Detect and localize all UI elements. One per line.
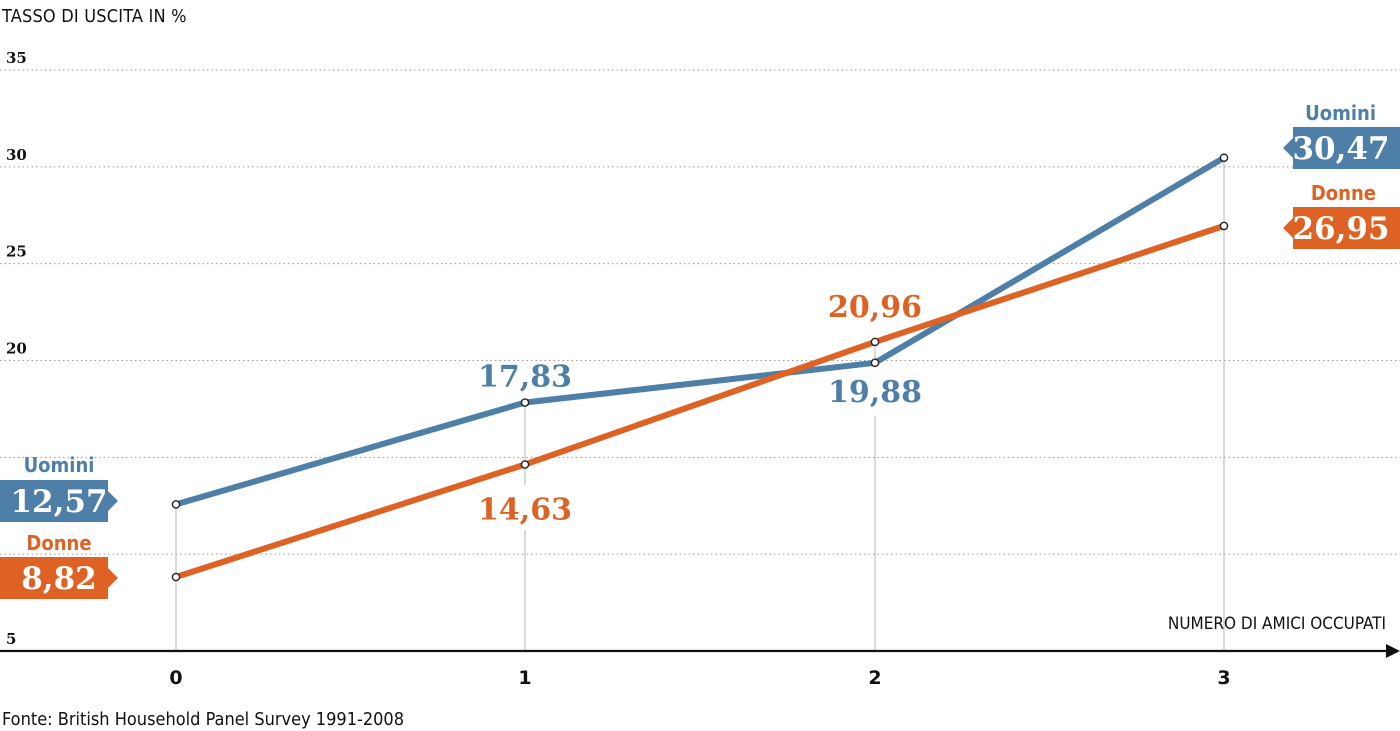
x-tick-label: 0 xyxy=(169,667,182,689)
data-point xyxy=(171,500,181,509)
callout-donne-right: 26,95 Donne xyxy=(1283,181,1400,249)
source-note: Fonte: British Household Panel Survey 19… xyxy=(2,709,404,730)
callout-box xyxy=(0,480,118,522)
callout-box xyxy=(0,557,118,599)
series-lines xyxy=(173,154,1227,581)
callout-value: 30,47 xyxy=(1292,131,1389,167)
data-point xyxy=(520,460,530,469)
data-label: 20,96 xyxy=(828,290,922,325)
data-label: 14,63 xyxy=(478,492,572,527)
series-name-label: Donne xyxy=(1311,181,1376,205)
data-point xyxy=(870,358,880,368)
x-tick-label: 3 xyxy=(1217,667,1230,689)
tick-labels: 35 30 25 20 5 0 1 2 3 xyxy=(6,49,1231,689)
y-tick-label: 25 xyxy=(6,243,27,261)
series-markers xyxy=(171,153,1229,582)
series-name-label: Uomini xyxy=(1305,101,1376,125)
data-point xyxy=(520,398,530,407)
y-axis-title: TASSO DI USCITA IN % xyxy=(1,6,187,27)
data-point xyxy=(1219,153,1229,163)
data-point xyxy=(171,572,181,582)
y-tick-label: 35 xyxy=(6,49,27,67)
callout-value: 8,82 xyxy=(21,561,97,597)
callout-uomini-right: 30,47 Uomini xyxy=(1283,101,1400,169)
callout-uomini-left: 12,57 Uomini xyxy=(0,453,118,522)
data-label: 17,83 xyxy=(478,360,572,395)
x-axis-title: NUMERO DI AMICI OCCUPATI xyxy=(1168,614,1386,634)
x-axis-arrow xyxy=(1386,644,1400,658)
series-name-label: Uomini xyxy=(24,453,95,477)
data-point xyxy=(1219,221,1229,231)
x-tick-label: 2 xyxy=(868,667,881,689)
callout-donne-left: 8,82 Donne xyxy=(0,531,118,599)
data-point xyxy=(870,337,880,347)
axes xyxy=(0,644,1400,658)
callout-value: 26,95 xyxy=(1292,211,1389,247)
series-callouts: 12,57 Uomini 8,82 Donne 30,47 Uomini 26,95 Donn… xyxy=(0,101,1400,599)
series-name-label: Donne xyxy=(26,531,91,555)
gridlines xyxy=(0,69,1400,555)
y-tick-label: 20 xyxy=(6,340,27,358)
data-labels: 17,83 14,63 20,96 19,88 xyxy=(478,290,922,528)
callout-box xyxy=(1283,207,1400,249)
y-tick-label: 30 xyxy=(6,146,27,164)
y-tick-label: 5 xyxy=(6,630,16,648)
callout-box xyxy=(1283,127,1400,169)
series-line-donne xyxy=(173,222,1227,581)
x-tick-label: 1 xyxy=(518,667,531,689)
callout-value: 12,57 xyxy=(10,484,107,520)
series-line-uomini xyxy=(173,154,1227,508)
data-label: 19,88 xyxy=(828,375,922,410)
